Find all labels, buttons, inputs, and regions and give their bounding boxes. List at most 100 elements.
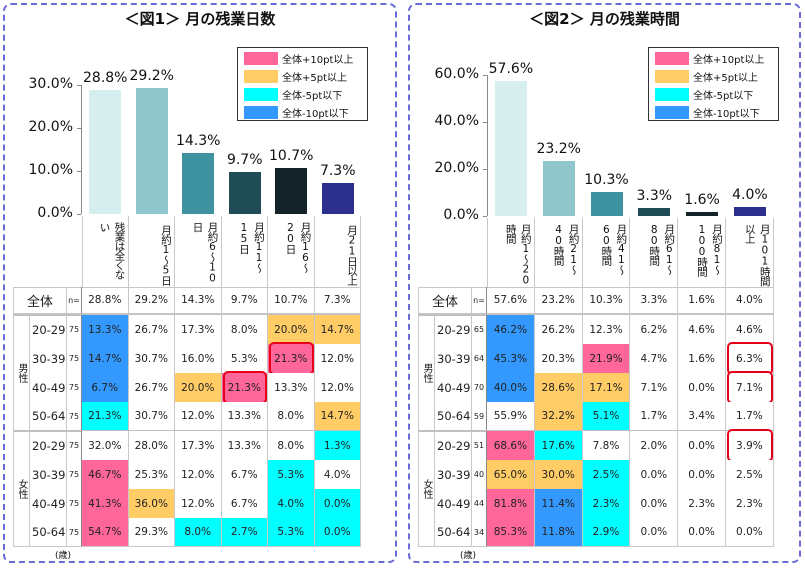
legend-swatch	[244, 87, 278, 101]
column-header: 月21日以上	[315, 216, 361, 287]
total-value-cell: 7.3%	[314, 287, 361, 314]
bar	[686, 212, 719, 216]
bar-value-label: 29.2%	[129, 68, 174, 85]
data-cell: 5.3%	[268, 460, 315, 489]
data-cell: 0.0%	[630, 518, 679, 547]
data-cell: 17.3%	[175, 315, 222, 344]
data-cell: 2.5%	[726, 460, 774, 489]
column-header: 月101時間以上	[726, 218, 774, 287]
bar-value-label: 10.7%	[269, 147, 314, 164]
age-label: 50-64	[435, 518, 472, 547]
age-label: 40-49	[30, 373, 67, 402]
legend-item: 全体-10pt以下	[244, 105, 349, 120]
data-cell: 13.3%	[221, 431, 268, 460]
y-axis-line	[487, 75, 488, 216]
data-cell: 0.0%	[678, 460, 726, 489]
age-label: 30-39	[30, 344, 67, 373]
data-cell: 1.6%	[678, 344, 726, 373]
column-header: 月約11～15日	[222, 216, 268, 287]
total-label: 全体	[418, 287, 472, 314]
legend-swatch	[244, 69, 278, 83]
data-cell: 45.3%	[487, 344, 535, 373]
bar-value-label: 23.2%	[536, 141, 581, 158]
legend-item: 全体+10pt以上	[244, 51, 354, 66]
data-cell: 65.0%	[487, 460, 535, 489]
data-cell: 4.0%	[268, 489, 315, 518]
total-value-cell: 1.6%	[678, 287, 726, 314]
bar	[321, 182, 354, 214]
data-cell: 7.1%	[726, 373, 774, 402]
legend-swatch	[244, 51, 278, 65]
data-cell: 8.0%	[221, 315, 268, 344]
data-cell: 41.3%	[82, 489, 129, 518]
data-cell: 26.7%	[128, 373, 175, 402]
data-cell: 0.0%	[314, 489, 361, 518]
data-cell: 20.0%	[175, 373, 222, 402]
data-cell: 8.0%	[268, 402, 315, 431]
legend-label: 全体-10pt以下	[282, 108, 349, 120]
y-tick-label: 40.0%	[434, 113, 479, 129]
data-cell: 11.4%	[534, 489, 583, 518]
n-value: 75	[67, 344, 82, 373]
unit-label: (歳)	[55, 551, 72, 561]
age-label: 30-39	[30, 460, 67, 489]
data-cell: 14.7%	[314, 402, 361, 431]
data-cell: 36.0%	[128, 489, 175, 518]
bar-value-label: 28.8%	[83, 70, 128, 87]
n-value: 44	[472, 489, 487, 518]
age-label: 40-49	[30, 489, 67, 518]
n-value: 34	[472, 518, 487, 547]
n-label: n=	[472, 287, 487, 314]
data-cell: 8.0%	[268, 431, 315, 460]
data-cell: 17.1%	[582, 373, 631, 402]
highlight-box	[269, 342, 314, 375]
column-header: 月約16～20日	[268, 216, 315, 287]
group-label: 女性	[418, 431, 435, 547]
data-cell: 2.9%	[582, 518, 631, 547]
y-tick-label: 10.0%	[28, 162, 73, 178]
total-value-cell: 28.8%	[82, 287, 129, 314]
age-label: 20-29	[435, 431, 472, 460]
legend-label: 全体-10pt以下	[693, 108, 760, 120]
data-cell: 46.2%	[487, 315, 535, 344]
y-tick-label: 30.0%	[28, 76, 73, 92]
group-label: 男性	[13, 315, 30, 431]
y-tick-mark	[483, 169, 487, 170]
column-header: 残業は全くない	[82, 216, 129, 287]
data-cell: 0.0%	[314, 518, 361, 547]
data-cell: 13.3%	[268, 373, 315, 402]
data-cell: 13.3%	[221, 402, 268, 431]
total-value-cell: 23.2%	[534, 287, 583, 314]
legend-swatch	[655, 69, 689, 83]
data-cell: 3.4%	[678, 402, 726, 431]
data-cell: 5.3%	[268, 518, 315, 547]
n-value: 40	[472, 460, 487, 489]
data-cell: 7.1%	[630, 373, 679, 402]
legend-label: 全体+10pt以上	[282, 54, 354, 66]
data-cell: 21.3%	[221, 373, 268, 402]
n-value: 75	[67, 518, 82, 547]
y-tick-label: 20.0%	[28, 119, 73, 135]
legend-label: 全体+10pt以上	[693, 54, 765, 66]
data-cell: 7.8%	[582, 431, 631, 460]
data-cell: 2.5%	[582, 460, 631, 489]
data-cell: 14.7%	[82, 344, 129, 373]
age-label: 50-64	[30, 518, 67, 547]
y-tick-label: 20.0%	[434, 160, 479, 176]
n-value: 75	[67, 402, 82, 431]
n-value: 75	[67, 489, 82, 518]
data-cell: 1.7%	[726, 402, 774, 431]
bar-value-label: 9.7%	[226, 152, 263, 169]
total-value-cell: 4.0%	[726, 287, 774, 314]
data-cell: 26.7%	[128, 315, 175, 344]
data-cell: 11.8%	[534, 518, 583, 547]
y-tick-label: 0.0%	[37, 205, 73, 221]
data-cell: 0.0%	[678, 373, 726, 402]
bar	[733, 206, 766, 216]
data-cell: 21.9%	[582, 344, 631, 373]
y-tick-label: 60.0%	[434, 66, 479, 82]
y-tick-mark	[77, 85, 81, 86]
bar	[135, 88, 168, 214]
age-label: 50-64	[435, 402, 472, 431]
legend-label: 全体+5pt以上	[282, 72, 348, 84]
